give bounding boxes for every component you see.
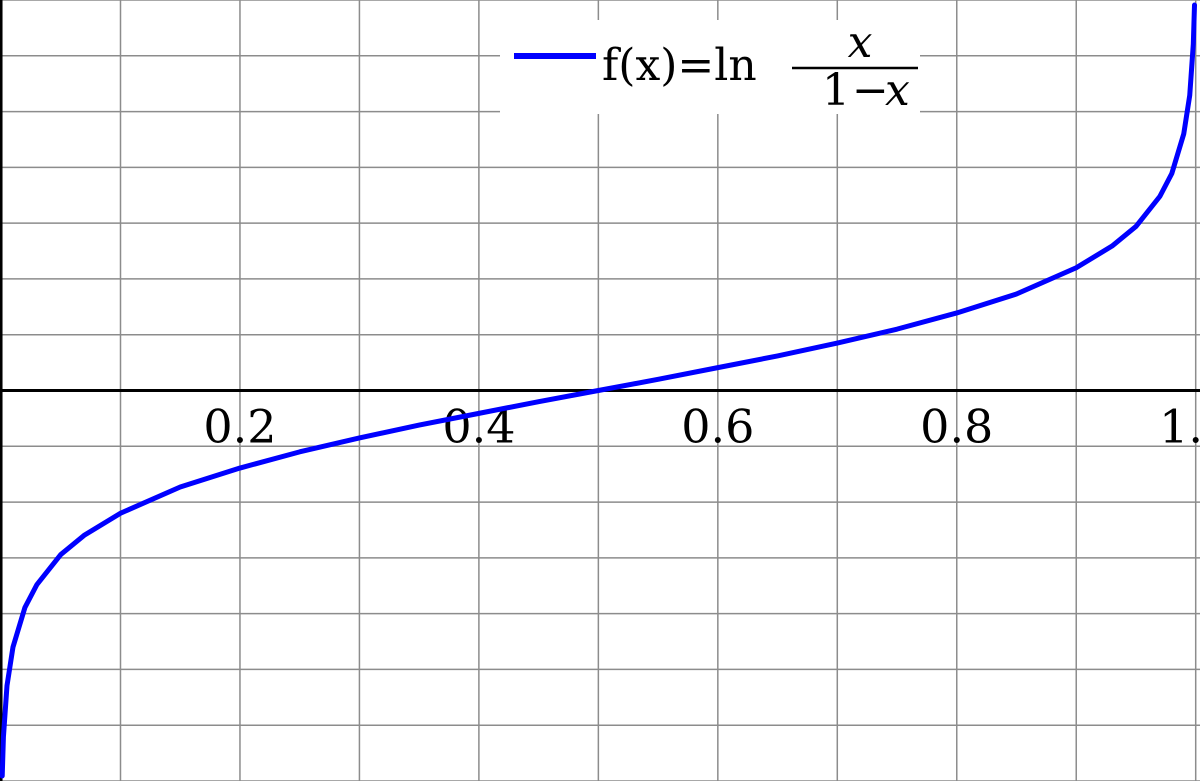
legend-denominator-variable: x: [885, 65, 910, 116]
legend-numerator: x: [848, 17, 873, 68]
x-tick-label: 1.0: [1159, 400, 1200, 454]
legend-denominator-one: 1: [822, 65, 850, 116]
x-tick-label: 0.2: [203, 400, 276, 454]
legend: f(x)=ln x 1 − x: [500, 17, 920, 116]
legend-function-prefix: f(x)=ln: [602, 40, 757, 91]
x-tick-label: 0.6: [681, 400, 754, 454]
x-tick-label: 0.8: [920, 400, 993, 454]
x-tick-labels: 0.20.40.60.81.0: [203, 400, 1200, 454]
legend-denominator-minus: −: [852, 65, 889, 116]
